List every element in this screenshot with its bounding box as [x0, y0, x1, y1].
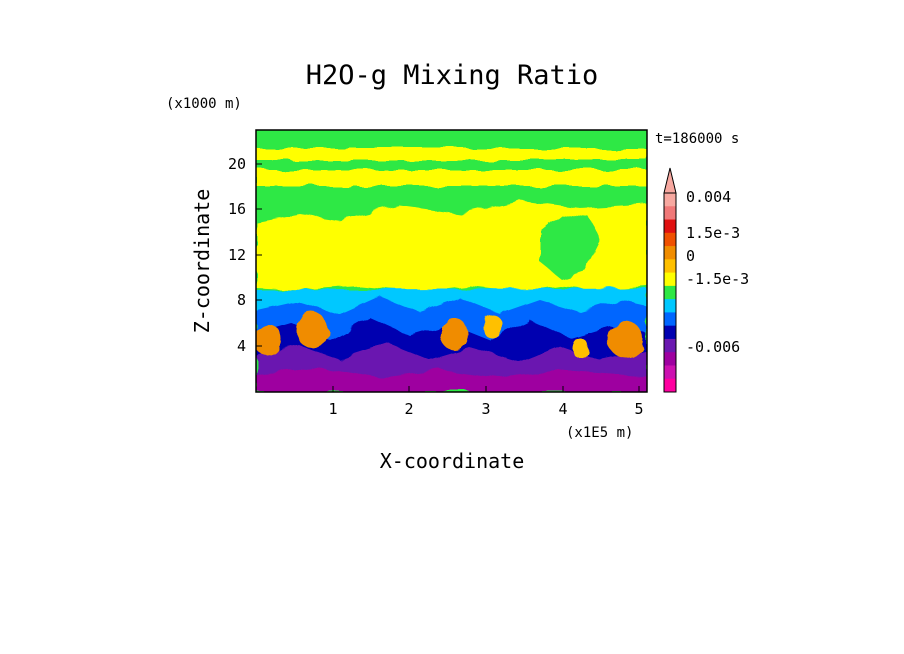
- warm-blob: [296, 312, 328, 348]
- moist-band-upper: [256, 170, 647, 186]
- colorbar-labels: 0.004 1.5e-3 0 -1.5e-3 -0.006: [686, 188, 749, 356]
- y-axis-title: Z-coordinate: [190, 189, 214, 334]
- colorbar-label: -0.006: [686, 338, 740, 356]
- colorbar-segment: [664, 246, 676, 260]
- colorbar-segment: [664, 285, 676, 300]
- y-tick-label: 12: [228, 246, 246, 264]
- x-axis-title: X-coordinate: [380, 449, 525, 473]
- moist-plume: [540, 214, 600, 278]
- chart-title: H2O-g Mixing Ratio: [306, 60, 599, 91]
- y-tick-label: 8: [237, 291, 246, 309]
- colorbar: [663, 167, 677, 393]
- colorbar-segment: [664, 338, 676, 353]
- y-unit-label: (x1000 m): [166, 96, 242, 112]
- colorbar-label: 0: [686, 247, 695, 265]
- colorbar-segment: [664, 299, 676, 313]
- colorbar-segment: [664, 365, 676, 380]
- colorbar-arrow: [663, 167, 677, 194]
- colorbar-segment: [664, 272, 676, 287]
- time-label: t=186000 s: [655, 131, 739, 147]
- moist-band-top: [256, 148, 647, 160]
- warm-blob: [256, 324, 282, 356]
- magenta-band: [256, 368, 647, 392]
- moist-layer: [256, 148, 647, 292]
- colorbar-segment: [664, 206, 676, 221]
- colorbar-segment: [664, 312, 676, 327]
- y-tick-label: 4: [237, 337, 246, 355]
- colorbar-segment: [664, 352, 676, 366]
- x-tick-label: 3: [481, 400, 490, 418]
- x-tick-label: 4: [558, 400, 567, 418]
- y-axis: 4 8 12 16 20: [228, 155, 262, 355]
- colorbar-segment: [664, 219, 676, 234]
- colorbar-segment: [664, 325, 676, 340]
- warm-blob: [440, 318, 468, 350]
- x-tick-label: 1: [328, 400, 337, 418]
- warm-blob: [482, 314, 502, 338]
- x-unit-label: (x1E5 m): [566, 425, 633, 441]
- x-tick-label: 5: [634, 400, 643, 418]
- contour-field: [256, 130, 647, 392]
- colorbar-segment: [664, 378, 676, 393]
- y-tick-label: 20: [228, 155, 246, 173]
- x-tick-label: 2: [404, 400, 413, 418]
- colorbar-segment: [664, 232, 676, 247]
- colorbar-frame: [663, 192, 677, 393]
- warm-blob: [608, 322, 644, 358]
- colorbar-segment: [664, 259, 676, 274]
- warm-blobs: [256, 312, 644, 358]
- colorbar-label: -1.5e-3: [686, 270, 749, 288]
- x-axis: 1 2 3 4 5: [328, 386, 644, 418]
- y-tick-label: 16: [228, 200, 246, 218]
- warm-blob: [572, 338, 588, 358]
- plot-frame: [255, 129, 648, 393]
- colorbar-segment: [664, 193, 676, 207]
- colorbar-label: 0.004: [686, 188, 731, 206]
- colorbar-label: 1.5e-3: [686, 224, 740, 242]
